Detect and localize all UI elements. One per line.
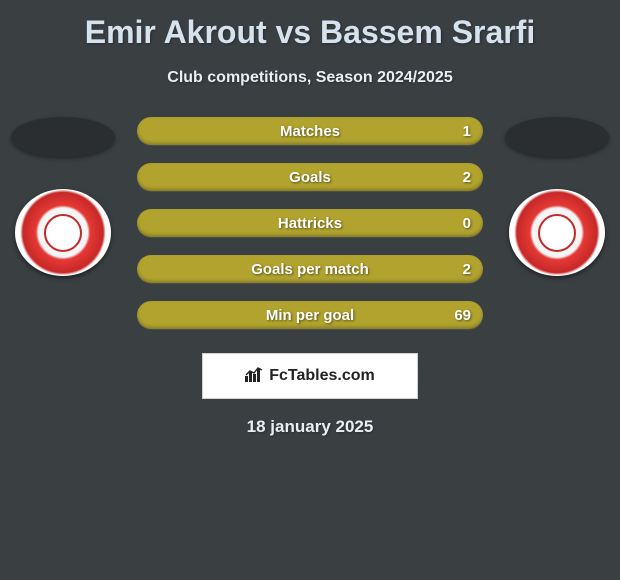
page-title: Emir Akrout vs Bassem Srarfi bbox=[0, 0, 620, 51]
stat-row-min-per-goal: Min per goal 69 bbox=[137, 301, 483, 329]
player-left-column bbox=[8, 117, 118, 276]
snapshot-date: 18 january 2025 bbox=[0, 417, 620, 437]
branding-box: FcTables.com bbox=[202, 353, 418, 399]
stat-right-value: 2 bbox=[463, 261, 471, 278]
player-left-crest bbox=[15, 189, 111, 276]
player-right-ellipse bbox=[505, 117, 609, 157]
stat-row-goals-per-match: Goals per match 2 bbox=[137, 255, 483, 283]
player-right-column bbox=[502, 117, 612, 276]
stat-label: Matches bbox=[137, 123, 483, 140]
bar-chart-icon bbox=[245, 366, 263, 387]
stat-right-value: 69 bbox=[454, 307, 471, 324]
player-left-ellipse bbox=[11, 117, 115, 157]
player-right-crest bbox=[509, 189, 605, 276]
comparison-chart: Matches 1 Goals 2 Hattricks 0 Goals per … bbox=[0, 117, 620, 329]
stat-row-matches: Matches 1 bbox=[137, 117, 483, 145]
stat-row-goals: Goals 2 bbox=[137, 163, 483, 191]
stat-label: Goals per match bbox=[137, 261, 483, 278]
branding-text: FcTables.com bbox=[269, 367, 375, 385]
stat-right-value: 2 bbox=[463, 169, 471, 186]
stat-right-value: 1 bbox=[463, 123, 471, 140]
stat-label: Min per goal bbox=[137, 307, 483, 324]
page-subtitle: Club competitions, Season 2024/2025 bbox=[0, 69, 620, 87]
stat-row-hattricks: Hattricks 0 bbox=[137, 209, 483, 237]
stat-right-value: 0 bbox=[463, 215, 471, 232]
stat-label: Hattricks bbox=[137, 215, 483, 232]
stat-label: Goals bbox=[137, 169, 483, 186]
stat-bars: Matches 1 Goals 2 Hattricks 0 Goals per … bbox=[137, 117, 483, 329]
